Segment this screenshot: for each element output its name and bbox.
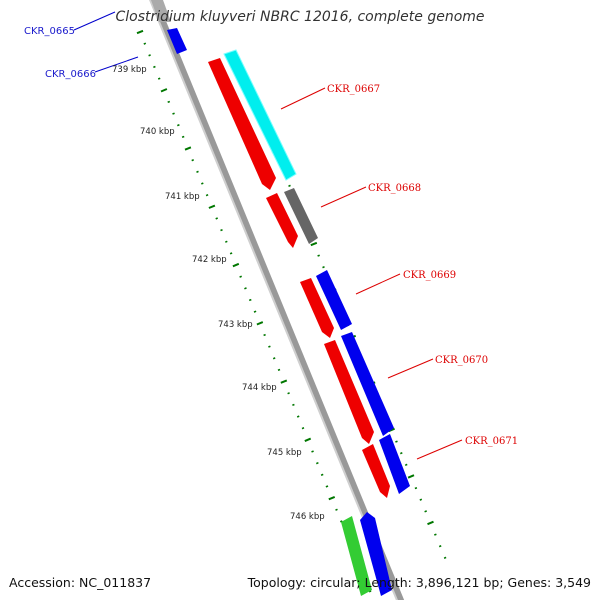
accession-text: Accession: NC_011837 xyxy=(9,575,152,590)
gene-label-ckr-0669[interactable]: CKR_0669 xyxy=(403,270,456,281)
gene-ckr-0665-arrow[interactable] xyxy=(151,0,171,22)
scale-tick-left xyxy=(196,170,199,173)
scale-tick-right xyxy=(419,498,423,501)
scale-tick-left xyxy=(160,88,168,93)
gene-ckr-0671-blue[interactable] xyxy=(379,434,410,494)
scale-tick-left xyxy=(256,321,264,326)
scale-tick-left xyxy=(148,54,151,57)
gene-label-ckr-0667[interactable]: CKR_0667 xyxy=(327,84,380,95)
scale-tick-left xyxy=(325,485,329,488)
scale-ticks xyxy=(136,29,447,593)
scale-tick-left xyxy=(239,275,242,278)
scale-tick-left xyxy=(311,450,314,453)
scale-label-745: 745 kbp xyxy=(267,448,302,458)
scale-tick-left xyxy=(220,228,223,232)
gene-ckr-0669-blue[interactable] xyxy=(316,270,352,330)
scale-label-746: 746 kbp xyxy=(290,512,325,522)
scale-tick-left xyxy=(208,204,216,209)
scale-label-743: 743 kbp xyxy=(218,320,253,330)
scale-tick-left xyxy=(280,379,288,384)
gene-label-connectors xyxy=(73,11,463,460)
gene-ckr-0670-blue[interactable] xyxy=(341,332,394,436)
map-title: Clostridium kluyveri NBRC 12016, complet… xyxy=(115,9,485,25)
scale-tick-left xyxy=(268,345,271,348)
gene-label-ckr-0665[interactable]: CKR_0665 xyxy=(24,26,75,37)
scale-tick-left xyxy=(136,29,144,35)
gene-ckr-0668-red[interactable] xyxy=(266,193,298,248)
gene-ckr-0667-cyan[interactable] xyxy=(223,49,297,181)
genome-backbone-shadow xyxy=(149,0,398,600)
scale-tick-left xyxy=(340,520,343,523)
scale-tick-left xyxy=(167,100,171,104)
scale-tick-left xyxy=(320,473,324,476)
scale-tick-right xyxy=(434,533,437,536)
gene-ckr-0668-gray[interactable] xyxy=(284,188,318,244)
scale-tick-left xyxy=(263,333,266,337)
scale-tick-right xyxy=(424,510,428,513)
scale-tick-right xyxy=(322,266,325,269)
scale-tick-left xyxy=(292,403,295,407)
scale-tick-left xyxy=(287,392,290,395)
gene-ckr-0671-red[interactable] xyxy=(362,444,390,498)
scale-label-739: 739 kbp xyxy=(112,65,147,75)
scale-tick-right xyxy=(427,520,434,526)
scale-label-742: 742 kbp xyxy=(192,255,227,265)
scale-tick-left xyxy=(157,77,161,80)
scale-tick-left xyxy=(205,193,209,197)
gene-features xyxy=(151,0,410,596)
scale-tick-left xyxy=(191,159,194,162)
gene-ckr-0667-red[interactable] xyxy=(208,58,276,190)
scale-tick-left xyxy=(215,217,219,220)
gene-label-ckr-0666[interactable]: CKR_0666 xyxy=(45,69,96,80)
scale-tick-left xyxy=(304,437,312,443)
scale-tick-left xyxy=(229,252,233,255)
scale-tick-right xyxy=(400,452,403,455)
scale-tick-right xyxy=(317,254,320,257)
scale-tick-right xyxy=(407,474,415,479)
scale-tick-right xyxy=(395,440,398,443)
scale-tick-left xyxy=(177,124,180,127)
scale-tick-left xyxy=(143,42,147,45)
gene-ckr-0669-red[interactable] xyxy=(300,278,334,338)
scale-tick-left xyxy=(315,461,319,465)
scale-tick-left xyxy=(181,135,185,139)
gene-label-ckr-0668[interactable]: CKR_0668 xyxy=(368,183,421,194)
scale-tick-left xyxy=(232,262,240,268)
scale-tick-left xyxy=(244,287,247,290)
scale-tick-left xyxy=(201,182,204,185)
scale-tick-left xyxy=(153,65,156,69)
scale-tick-right xyxy=(443,556,447,559)
gene-label-ckr-0671[interactable]: CKR_0671 xyxy=(465,436,518,447)
scale-tick-left xyxy=(328,495,336,501)
gene-ckr-0670-red[interactable] xyxy=(324,340,374,444)
scale-label-741: 741 kbp xyxy=(165,192,200,202)
scale-label-740: 740 kbp xyxy=(140,127,175,137)
scale-tick-right xyxy=(310,241,318,247)
scale-tick-left xyxy=(248,298,252,302)
gene-label-ckr-0670[interactable]: CKR_0670 xyxy=(435,355,488,366)
scale-tick-left xyxy=(224,240,228,243)
gene-green[interactable] xyxy=(341,516,372,596)
genome-backbone xyxy=(150,0,405,600)
scale-tick-left xyxy=(253,310,257,313)
scale-tick-right xyxy=(288,184,291,188)
scale-tick-left xyxy=(172,112,175,115)
scale-tick-right xyxy=(414,486,418,490)
scale-tick-left xyxy=(368,590,372,593)
scale-tick-left xyxy=(277,368,281,372)
scale-tick-left xyxy=(335,508,338,511)
scale-tick-left xyxy=(184,146,192,151)
scale-tick-left xyxy=(296,415,300,418)
scale-tick-right xyxy=(438,545,442,548)
scale-tick-right xyxy=(404,463,408,467)
gene-ckr-0665-block[interactable] xyxy=(167,28,187,54)
scale-label-744: 744 kbp xyxy=(242,383,277,393)
scale-tick-left xyxy=(272,357,276,360)
gene-blue-lower[interactable] xyxy=(360,512,392,596)
scale-tick-left xyxy=(301,427,305,430)
genome-summary-text: Topology: circular; Length: 3,896,121 bp… xyxy=(247,575,591,590)
